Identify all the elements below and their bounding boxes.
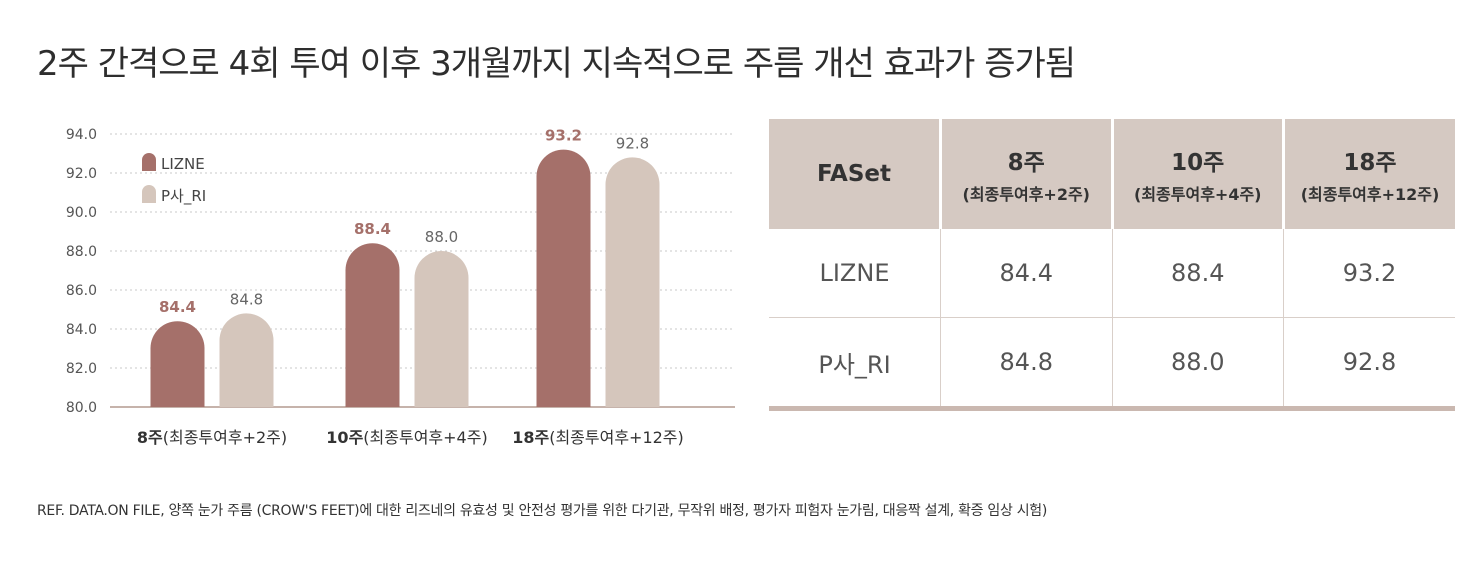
bar [536, 149, 591, 407]
table-row: LIZNE 84.4 88.4 93.2 [769, 229, 1455, 318]
y-tick-label: 80.0 [66, 400, 97, 416]
bar [605, 157, 660, 407]
bar [150, 321, 205, 407]
table-row: P사_RI 84.8 88.0 92.8 [769, 317, 1455, 411]
legend-swatch [142, 153, 156, 171]
row-label: P사_RI [769, 317, 941, 411]
x-tick-label: 8주(최종투여후+2주) [137, 428, 287, 447]
bar [219, 313, 274, 407]
y-tick-label: 90.0 [66, 205, 97, 221]
legend-label: P사_RI [161, 187, 206, 206]
legend-swatch [142, 185, 156, 203]
x-tick-label: 10주(최종투여후+4주) [326, 428, 487, 447]
table-cell: 88.0 [1111, 317, 1284, 411]
y-tick-label: 84.0 [66, 322, 97, 338]
y-tick-label: 82.0 [66, 361, 97, 377]
data-label: 93.2 [545, 127, 582, 145]
bar [345, 243, 400, 407]
table-col-header: 10주 (최종투여후+4주) [1110, 119, 1284, 229]
y-tick-label: 86.0 [66, 283, 97, 299]
reference-note: REF. DATA.ON FILE, 양쪽 눈가 주름 (CROW'S FEET… [37, 503, 1048, 519]
legend-label: LIZNE [161, 155, 205, 173]
bar [414, 251, 469, 407]
data-label: 88.0 [425, 228, 458, 246]
data-label: 84.8 [230, 290, 263, 308]
data-label: 88.4 [354, 220, 391, 238]
y-tick-label: 92.0 [66, 166, 97, 182]
table-corner-header: FASet [769, 119, 941, 229]
table-col-header: 8주 (최종투여후+2주) [939, 119, 1112, 229]
y-tick-label: 94.0 [66, 127, 97, 143]
table-cell: 84.4 [940, 229, 1112, 318]
table-cell: 93.2 [1283, 229, 1455, 318]
y-tick-label: 88.0 [66, 244, 97, 260]
row-label: LIZNE [769, 229, 941, 318]
results-table: FASet 8주 (최종투여후+2주) 10주 (최종투여후+4주) 18주 (… [769, 119, 1455, 411]
table-cell: 88.4 [1111, 229, 1284, 318]
x-tick-label: 18주(최종투여후+12주) [512, 428, 684, 447]
table-cell: 92.8 [1283, 317, 1455, 411]
data-label: 92.8 [616, 134, 649, 152]
data-label: 84.4 [159, 298, 196, 316]
table-col-header: 18주 (최종투여후+12주) [1282, 119, 1455, 229]
table-cell: 84.8 [940, 317, 1112, 411]
bar-chart: 80.0 82.0 84.0 86.0 88.0 90.0 92.0 94.0 84.4 88.4… [66, 127, 735, 447]
page-title: 2주 간격으로 4회 투여 이후 3개월까지 지속적으로 주름 개선 효과가 증… [37, 44, 1076, 84]
